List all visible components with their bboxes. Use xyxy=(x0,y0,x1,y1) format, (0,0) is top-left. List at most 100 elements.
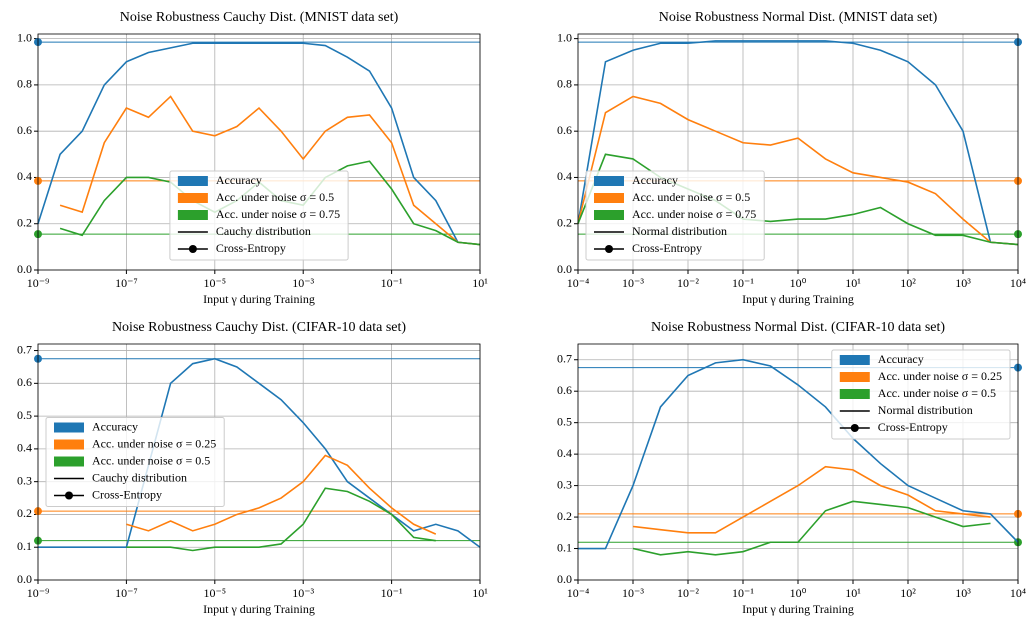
legend-swatch xyxy=(605,245,613,253)
x-tick-label: 10⁻¹ xyxy=(381,586,403,600)
series-line xyxy=(578,358,1019,550)
y-tick-label: 0.2 xyxy=(557,215,572,229)
axes-frame xyxy=(577,343,1019,581)
legend-swatch xyxy=(850,424,859,432)
x-tick-label: 10⁻¹ xyxy=(732,586,754,600)
y-tick-label: 0.5 xyxy=(557,414,572,428)
subplot-title: Noise Robustness Cauchy Dist. (CIFAR-10 … xyxy=(112,320,406,335)
x-tick-label: 10³ xyxy=(955,276,971,290)
y-tick-label: 0.0 xyxy=(557,572,572,586)
x-tick-label: 10⁻¹ xyxy=(732,276,754,290)
x-tick-label: 10⁻³ xyxy=(292,586,314,600)
x-axis-label: Input γ during Training xyxy=(203,602,315,616)
y-tick-label: 0.4 xyxy=(17,169,32,183)
y-tick-label: 0.6 xyxy=(557,383,572,397)
legend: Accuracy Acc. under noise σ = 0.25 Acc. un… xyxy=(831,349,1011,440)
legend: Accuracy Acc. under noise σ = 0.25 Acc. un… xyxy=(45,417,225,507)
subplot: Noise Robustness Cauchy Dist. (MNIST dat… xyxy=(17,10,488,306)
x-tick-label: 10⁻² xyxy=(677,276,699,290)
y-tick-label: 0.6 xyxy=(17,123,32,137)
y-tick-label: 0.7 xyxy=(557,351,572,365)
y-tick-label: 0.8 xyxy=(557,77,572,91)
legend-label: Accuracy xyxy=(878,352,924,366)
y-tick-label: 0.0 xyxy=(17,262,32,276)
legend-label: Cross-Entropy xyxy=(632,241,702,255)
y-tick-label: 0.0 xyxy=(557,262,572,276)
legend-label: Cauchy distribution xyxy=(216,224,311,238)
x-tick-label: 10⁻⁵ xyxy=(204,586,227,600)
y-tick-label: 1.0 xyxy=(557,30,572,44)
subplot: Noise Robustness Cauchy Dist. (CIFAR-10 … xyxy=(17,320,488,616)
x-tick-label: 10⁰ xyxy=(790,276,807,290)
x-tick-label: 10⁴ xyxy=(1010,586,1026,600)
y-tick-label: 0.8 xyxy=(17,77,32,91)
series-line xyxy=(632,465,991,534)
y-tick-label: 0.4 xyxy=(557,446,572,460)
legend-swatch xyxy=(65,491,73,500)
legend-box xyxy=(169,170,349,261)
x-tick-label: 10³ xyxy=(955,586,971,600)
x-tick-label: 10⁻¹ xyxy=(381,276,403,290)
legend-label: Acc. under noise σ = 0.25 xyxy=(878,369,1002,383)
y-tick-label: 0.5 xyxy=(17,408,32,422)
axes-frame xyxy=(37,33,481,271)
legend-swatch xyxy=(594,193,624,203)
subplot-title: Noise Robustness Normal Dist. (CIFAR-10 … xyxy=(651,320,945,335)
series-line xyxy=(577,40,1019,246)
x-tick-label: 10⁰ xyxy=(790,586,807,600)
x-tick-label: 10⁻³ xyxy=(622,276,644,290)
legend-swatch xyxy=(188,245,197,253)
legend-label: Acc. under noise σ = 0.5 xyxy=(878,386,996,400)
x-tick-label: 10² xyxy=(900,276,916,290)
legend: Accuracy Acc. under noise σ = 0.5 Acc. und… xyxy=(169,170,349,261)
legend-label: Acc. under noise σ = 0.5 xyxy=(216,190,334,204)
y-tick-label: 0.1 xyxy=(17,539,32,553)
x-tick-label: 10⁻⁵ xyxy=(204,276,227,290)
legend-swatch xyxy=(839,389,870,399)
y-tick-label: 0.1 xyxy=(557,540,572,554)
subplot-title: Noise Robustness Cauchy Dist. (MNIST dat… xyxy=(120,10,399,25)
x-tick-label: 10⁻⁹ xyxy=(27,276,50,290)
legend-label: Acc. under noise σ = 0.75 xyxy=(216,207,340,221)
x-tick-label: 10² xyxy=(900,586,916,600)
x-tick-label: 10⁻⁷ xyxy=(115,586,138,600)
series-line xyxy=(38,357,481,549)
legend-swatch xyxy=(54,422,84,433)
legend-swatch xyxy=(839,372,870,382)
legend-swatch xyxy=(54,456,84,467)
legend-label: Accuracy xyxy=(92,419,138,433)
y-tick-label: 0.4 xyxy=(17,441,32,455)
series-line xyxy=(126,454,437,535)
subplot-title: Noise Robustness Normal Dist. (MNIST dat… xyxy=(659,10,938,25)
x-tick-label: 10⁻⁹ xyxy=(27,586,50,600)
legend-label: Normal distribution xyxy=(632,224,727,238)
legend-label: Acc. under noise σ = 0.75 xyxy=(632,207,756,221)
y-tick-label: 0.2 xyxy=(17,215,32,229)
legend-swatch xyxy=(54,439,84,450)
x-tick-label: 10⁻² xyxy=(677,586,699,600)
subplot: Noise Robustness Normal Dist. (CIFAR-10 … xyxy=(557,320,1026,616)
series-line xyxy=(59,95,481,246)
axes-frame xyxy=(37,343,481,581)
y-tick-label: 0.4 xyxy=(557,169,572,183)
x-axis-label: Input γ during Training xyxy=(203,292,315,306)
legend-swatch xyxy=(177,210,208,220)
legend-swatch xyxy=(839,355,870,365)
legend-box xyxy=(585,170,765,261)
legend-label: Accuracy xyxy=(216,173,262,187)
series-line xyxy=(37,42,481,246)
legend-box xyxy=(45,417,225,507)
y-tick-label: 0.6 xyxy=(17,375,32,389)
y-tick-label: 0.7 xyxy=(17,342,32,356)
subplot: Noise Robustness Normal Dist. (MNIST dat… xyxy=(557,10,1026,306)
x-tick-label: 10¹ xyxy=(845,586,861,600)
y-tick-label: 0.3 xyxy=(557,477,572,491)
y-tick-label: 1.0 xyxy=(17,30,32,44)
x-tick-label: 10¹ xyxy=(472,276,488,290)
y-tick-label: 0.2 xyxy=(557,509,572,523)
x-tick-label: 10⁻³ xyxy=(292,276,314,290)
legend-swatch xyxy=(177,176,208,186)
series-line xyxy=(632,500,991,556)
